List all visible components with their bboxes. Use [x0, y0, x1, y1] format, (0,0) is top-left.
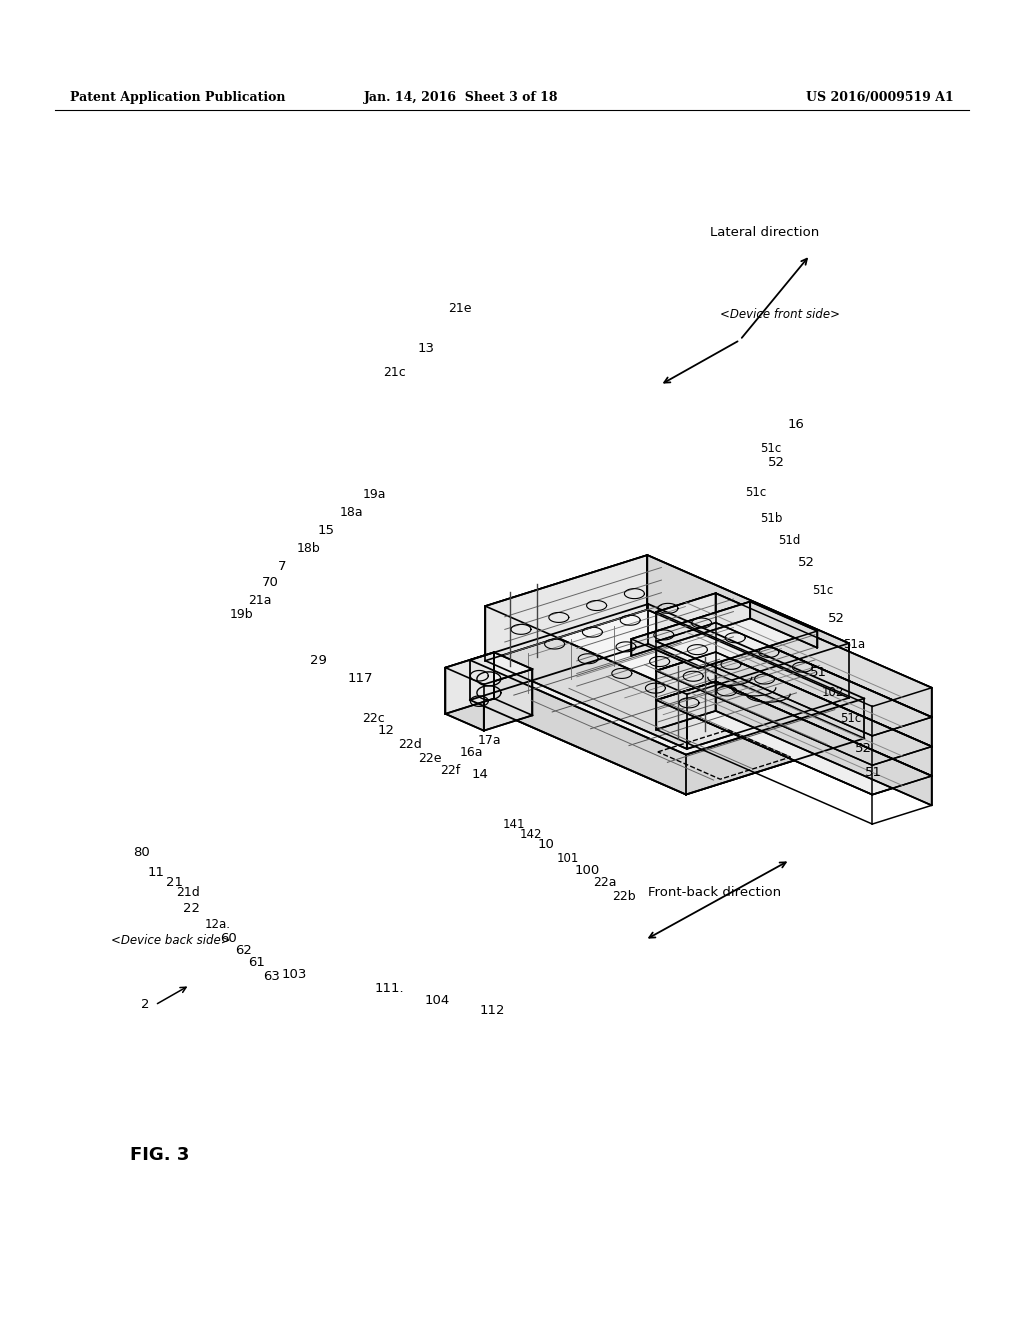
- Text: 102: 102: [822, 686, 845, 700]
- Polygon shape: [632, 602, 751, 656]
- Text: 51a: 51a: [843, 639, 865, 652]
- Polygon shape: [445, 652, 532, 685]
- Polygon shape: [470, 605, 864, 755]
- Text: 22f: 22f: [440, 763, 460, 776]
- Text: 51c: 51c: [745, 486, 766, 499]
- Text: 62: 62: [234, 944, 252, 957]
- Text: 18a: 18a: [340, 507, 364, 520]
- Text: 16a: 16a: [460, 746, 483, 759]
- Text: 61: 61: [248, 957, 265, 969]
- Text: 103: 103: [282, 969, 307, 982]
- Text: 22a: 22a: [593, 875, 616, 888]
- Polygon shape: [656, 623, 716, 671]
- Text: 22d: 22d: [398, 738, 422, 751]
- Polygon shape: [656, 681, 716, 730]
- Text: 51c: 51c: [840, 711, 861, 725]
- Text: FIG. 3: FIG. 3: [130, 1146, 189, 1164]
- Polygon shape: [648, 605, 864, 738]
- Text: 51c: 51c: [812, 583, 834, 597]
- Polygon shape: [716, 623, 932, 747]
- Text: 141: 141: [503, 818, 525, 832]
- Text: 104: 104: [425, 994, 451, 1006]
- Polygon shape: [632, 602, 817, 668]
- Text: 100: 100: [575, 863, 600, 876]
- Polygon shape: [470, 660, 686, 795]
- Text: 7: 7: [278, 560, 287, 573]
- Text: 11: 11: [148, 866, 165, 879]
- Text: US 2016/0009519 A1: US 2016/0009519 A1: [806, 91, 954, 104]
- Polygon shape: [656, 623, 932, 735]
- Polygon shape: [656, 652, 716, 700]
- Text: 12: 12: [378, 723, 395, 737]
- Text: 142: 142: [520, 829, 543, 842]
- Text: 63: 63: [263, 970, 280, 983]
- Text: 2: 2: [140, 998, 150, 1011]
- Text: 51b: 51b: [760, 511, 782, 524]
- Text: 51d: 51d: [778, 533, 801, 546]
- Polygon shape: [483, 669, 532, 731]
- Text: 18b: 18b: [297, 541, 321, 554]
- Polygon shape: [656, 652, 932, 766]
- Text: 112: 112: [480, 1003, 506, 1016]
- Text: 52: 52: [828, 611, 845, 624]
- Text: 21d: 21d: [176, 887, 200, 899]
- Polygon shape: [485, 556, 849, 694]
- Text: 21e: 21e: [449, 301, 471, 314]
- Text: Jan. 14, 2016  Sheet 3 of 18: Jan. 14, 2016 Sheet 3 of 18: [364, 91, 558, 104]
- Text: 19a: 19a: [362, 488, 386, 502]
- Text: 22b: 22b: [612, 890, 636, 903]
- Text: 29: 29: [310, 653, 327, 667]
- Text: 14: 14: [471, 768, 488, 781]
- Polygon shape: [470, 605, 648, 700]
- Text: Lateral direction: Lateral direction: [710, 227, 819, 239]
- Text: 17a: 17a: [478, 734, 502, 747]
- Polygon shape: [716, 593, 932, 717]
- Text: 22: 22: [183, 902, 200, 915]
- Text: 52: 52: [855, 742, 872, 755]
- Text: 22e: 22e: [418, 751, 441, 764]
- Text: 10: 10: [538, 838, 555, 851]
- Polygon shape: [716, 652, 932, 776]
- Text: 101: 101: [557, 851, 580, 865]
- Polygon shape: [656, 593, 716, 642]
- Polygon shape: [470, 644, 864, 795]
- Text: 52: 52: [798, 557, 815, 569]
- Polygon shape: [445, 668, 483, 731]
- Text: <Device front side>: <Device front side>: [720, 309, 840, 322]
- Polygon shape: [686, 698, 864, 795]
- Text: Front-back direction: Front-back direction: [648, 886, 781, 899]
- Text: 70: 70: [262, 577, 279, 590]
- Text: 13: 13: [418, 342, 434, 355]
- Text: Patent Application Publication: Patent Application Publication: [70, 91, 286, 104]
- Text: 21a: 21a: [248, 594, 271, 606]
- Polygon shape: [485, 556, 647, 661]
- Text: 51c: 51c: [760, 441, 781, 454]
- Text: 51: 51: [810, 665, 827, 678]
- Text: 22c: 22c: [362, 711, 385, 725]
- Text: 117: 117: [348, 672, 374, 685]
- Polygon shape: [687, 643, 849, 748]
- Text: 52: 52: [768, 455, 785, 469]
- Text: 19b: 19b: [230, 609, 254, 622]
- Text: <Device back side>: <Device back side>: [111, 933, 230, 946]
- Polygon shape: [716, 681, 932, 805]
- Text: 21c: 21c: [384, 367, 407, 380]
- Text: 60: 60: [220, 932, 237, 945]
- Text: 21: 21: [166, 875, 183, 888]
- Text: 111.: 111.: [375, 982, 404, 994]
- Polygon shape: [485, 606, 687, 748]
- Polygon shape: [751, 602, 817, 648]
- Text: 15: 15: [318, 524, 335, 536]
- Polygon shape: [445, 652, 494, 714]
- Polygon shape: [656, 593, 932, 706]
- Polygon shape: [647, 556, 849, 698]
- Text: 16: 16: [788, 418, 805, 432]
- Text: 51: 51: [865, 767, 882, 780]
- Polygon shape: [656, 681, 932, 795]
- Text: 80: 80: [133, 846, 150, 859]
- Text: 12a.: 12a.: [205, 919, 231, 932]
